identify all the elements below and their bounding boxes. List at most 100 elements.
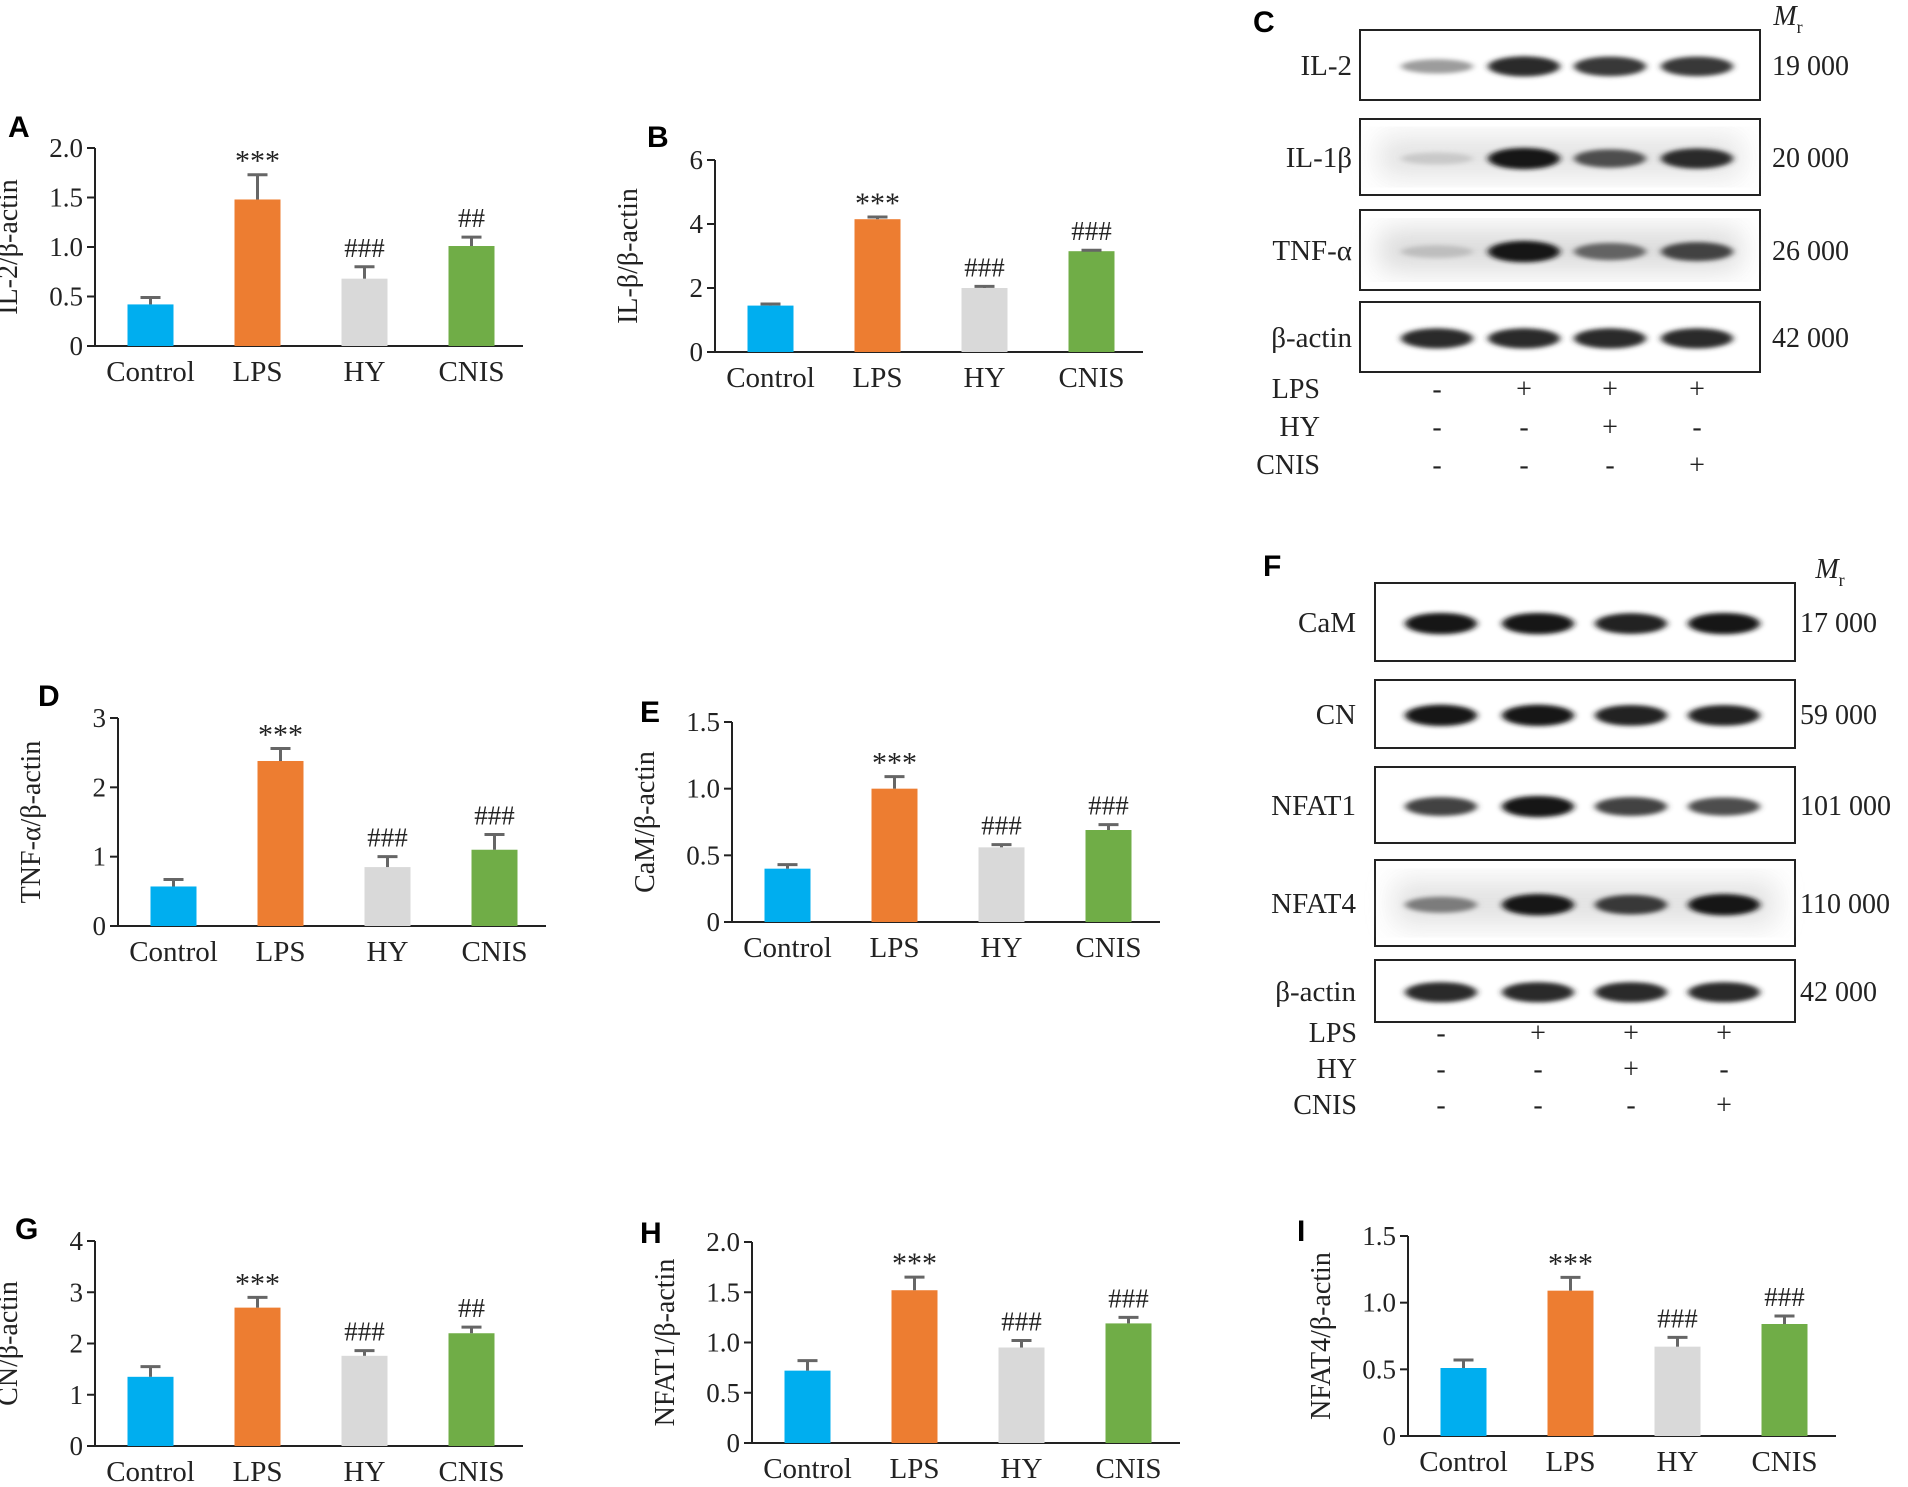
significance-label: *** [872, 747, 917, 780]
bar-lps [854, 219, 901, 352]
y-tick-label: 1 [93, 842, 107, 872]
panel-letter: F [1263, 550, 1281, 583]
mr-header-main: M [1772, 1, 1798, 32]
y-tick-label: 0.5 [686, 840, 720, 870]
y-tick-label: 1 [70, 1380, 84, 1410]
y-tick-label: 0 [70, 1431, 84, 1461]
panel-letter: B [647, 121, 669, 154]
bar-chart-panel-i: I 0 0.5 1.0 1.5 NFAT4/β-actin Control *** LPS ###… [1297, 1215, 1836, 1478]
panel-letter: I [1297, 1215, 1305, 1248]
y-tick-label: 1.0 [706, 1328, 740, 1358]
blot-band-lane-4 [1661, 328, 1733, 349]
x-tick-label-control: Control [763, 1453, 852, 1485]
y-tick-label: 6 [690, 145, 704, 175]
treatment-sign: - [1432, 450, 1441, 481]
mr-header: Mr [1772, 1, 1802, 37]
blot-band-lane-3 [1574, 328, 1646, 349]
blot-band-lane-1 [1405, 797, 1477, 817]
blot-band-lane-2 [1488, 147, 1560, 170]
blot-band-lane-2 [1488, 240, 1560, 263]
bar-cnis [448, 246, 495, 346]
mr-header-sub: r [1839, 570, 1845, 590]
blot-band-lane-2 [1502, 704, 1574, 727]
blot-band-lane-1 [1401, 245, 1473, 258]
blot-band-lane-3 [1595, 982, 1667, 1003]
treatment-label: HY [1280, 412, 1320, 443]
bar-hy [341, 278, 388, 346]
bar-control [747, 305, 794, 352]
treatment-label: HY [1317, 1054, 1357, 1085]
bar-cnis [1105, 1323, 1152, 1443]
y-tick-label: 1.0 [49, 232, 83, 262]
treatment-sign: + [1689, 374, 1705, 405]
treatment-sign: + [1516, 374, 1532, 405]
bar-cnis [471, 849, 518, 926]
x-tick-label-control: Control [129, 936, 218, 968]
bar-chart-panel-b: B 0 2 4 6 IL-β/β-actin Control *** LPS ### HY ### CN… [613, 121, 1143, 394]
x-tick-label-hy: HY [367, 936, 409, 968]
blot-row-tnf: TNF-α 26 000 [1272, 209, 1849, 291]
y-tick-label: 1.0 [1362, 1288, 1396, 1318]
bar-charts-layer: A 0 0.5 1.0 1.5 2.0 IL-2/β-actin Control *** LPS #… [0, 111, 1836, 1487]
bar-hy [961, 288, 1008, 352]
x-tick-label-control: Control [106, 1456, 195, 1487]
blot-row-actin: β-actin 42 000 [1275, 959, 1877, 1023]
blot-band-lane-3 [1574, 149, 1646, 168]
y-axis-label: IL-2/β-actin [0, 179, 24, 315]
treatment-sign: - [1519, 412, 1528, 443]
western-blots-layer: C Mr IL-2 19 000 IL-1β 20 000 TNF-α 26 000 β-act… [1253, 1, 1891, 1121]
y-tick-label: 2 [690, 273, 704, 303]
bar-control [127, 304, 174, 346]
blot-band-lane-4 [1661, 56, 1733, 77]
blot-row-actin: β-actin 42 000 [1271, 301, 1849, 373]
significance-label: ### [1088, 791, 1129, 821]
treatment-sign: - [1436, 1054, 1445, 1085]
bar-lps [234, 199, 281, 346]
x-tick-label-hy: HY [1001, 1453, 1043, 1485]
blot-band-lane-2 [1502, 894, 1574, 916]
blot-band-lane-1 [1405, 704, 1477, 727]
blot-band-lane-1 [1405, 982, 1477, 1003]
treatment-sign: + [1716, 1018, 1732, 1049]
significance-label: ## [458, 1293, 486, 1323]
blot-band-lane-2 [1488, 328, 1560, 349]
blot-band-lane-4 [1661, 242, 1733, 262]
treatment-sign: + [1716, 1090, 1732, 1121]
treatment-sign: - [1432, 374, 1441, 405]
bar-cnis [1068, 251, 1115, 352]
y-axis-label: IL-β/β-actin [613, 188, 644, 324]
bar-cnis [448, 1333, 495, 1446]
blot-band-lane-4 [1688, 612, 1760, 635]
blot-row-il1: IL-1β 20 000 [1286, 118, 1849, 196]
panel-letter: G [15, 1213, 38, 1246]
bar-lps [1547, 1290, 1594, 1436]
y-tick-label: 2.0 [49, 133, 83, 163]
significance-label: *** [235, 145, 280, 178]
significance-label: ### [1108, 1283, 1149, 1313]
significance-label: *** [258, 719, 303, 752]
bar-lps [257, 760, 304, 926]
blot-band-lane-2 [1488, 56, 1560, 77]
blot-mr-value: 101 000 [1800, 791, 1891, 822]
blot-mr-value: 59 000 [1800, 700, 1877, 731]
blot-protein-label: TNF-α [1272, 235, 1352, 267]
western-blot-panel-f: F Mr CaM 17 000 CN 59 000 NFAT1 101 000 NFAT4 110… [1263, 550, 1891, 1121]
bar-hy [998, 1347, 1045, 1443]
blot-mr-value: 110 000 [1800, 889, 1890, 920]
bar-chart-panel-e: E 0 0.5 1.0 1.5 CaM/β-actin Control *** LPS ### HY… [630, 696, 1160, 964]
bar-hy [978, 847, 1025, 922]
blot-row-cn: CN 59 000 [1316, 679, 1877, 749]
treatment-sign: - [1626, 1090, 1635, 1121]
treatment-sign: + [1623, 1054, 1639, 1085]
x-tick-label-lps: LPS [1546, 1446, 1596, 1478]
bar-cnis [1761, 1324, 1808, 1436]
bar-chart-panel-g: G 0 1 2 3 4 CN/β-actin Control *** LPS ### HY ## CNIS [0, 1213, 523, 1487]
treatment-sign: + [1530, 1018, 1546, 1049]
x-tick-label-control: Control [743, 932, 832, 964]
treatment-sign: - [1436, 1018, 1445, 1049]
x-tick-label-cnis: CNIS [461, 936, 527, 968]
y-tick-label: 0 [707, 907, 721, 937]
bar-chart-panel-d: D 0 1 2 3 TNF-α/β-actin Control *** LPS ### HY ### C… [16, 680, 546, 968]
panel-letter: A [8, 111, 30, 144]
bar-hy [1654, 1346, 1701, 1436]
